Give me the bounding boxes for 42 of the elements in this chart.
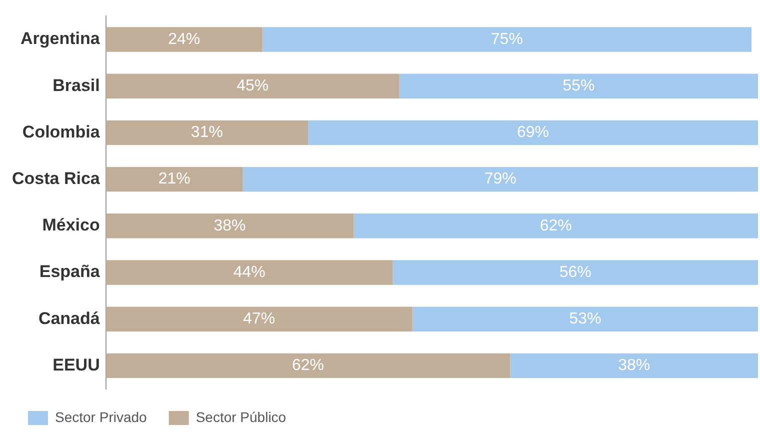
bar <box>106 166 243 192</box>
bar <box>106 120 308 146</box>
y-tick-label: EEUU <box>52 355 100 374</box>
data-label: 21% <box>158 170 190 188</box>
data-label: 31% <box>190 124 223 142</box>
data-label: 69% <box>516 124 550 142</box>
bar <box>106 27 262 52</box>
y-tick-label: Colombia <box>22 122 100 142</box>
bar <box>106 74 400 98</box>
bar <box>510 353 758 378</box>
data-label: 24% <box>168 30 200 48</box>
legend-label: Sector Privado <box>55 408 148 425</box>
bar <box>106 353 510 378</box>
legend-label: Sector Público <box>196 408 286 425</box>
data-label: 38% <box>618 357 650 374</box>
bar <box>106 214 354 238</box>
bar <box>262 27 752 52</box>
data-label: 45% <box>236 78 269 95</box>
data-label: 62% <box>540 217 572 234</box>
data-label: 56% <box>559 264 592 281</box>
data-label: 75% <box>490 30 523 48</box>
y-tick-label: México <box>42 216 100 235</box>
bar <box>242 166 758 192</box>
bar <box>106 260 393 285</box>
bar <box>308 120 758 146</box>
data-label: 47% <box>243 310 276 328</box>
data-label: 53% <box>569 310 602 328</box>
bar <box>354 214 758 238</box>
bar <box>392 260 758 285</box>
y-tick-label: Brasil <box>52 76 100 95</box>
data-label: 44% <box>233 264 266 281</box>
data-label: 79% <box>484 170 516 188</box>
y-tick-label: Argentina <box>20 29 100 48</box>
data-label: 38% <box>214 217 246 234</box>
y-tick-label: Canadá <box>38 308 100 328</box>
y-tick-label: España <box>39 262 100 282</box>
bar <box>106 306 412 332</box>
bar <box>412 306 758 332</box>
bar <box>399 74 758 98</box>
data-label: 62% <box>292 357 324 374</box>
y-tick-label: Costa Rica <box>12 168 100 188</box>
data-label: 55% <box>562 78 595 95</box>
